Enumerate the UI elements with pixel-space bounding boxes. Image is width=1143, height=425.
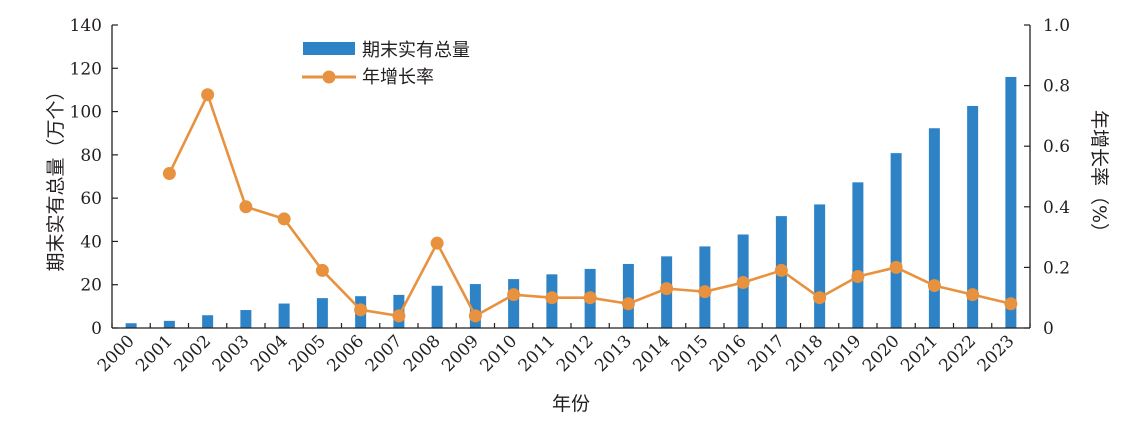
bar-2000 (125, 323, 137, 328)
x-tick-label: 2008 (400, 331, 445, 376)
x-tick-label: 2017 (744, 331, 789, 376)
left-tick-label: 60 (80, 189, 102, 209)
point-2006 (354, 303, 368, 317)
right-tick-label: 1.0 (1043, 16, 1070, 36)
right-tick-label: 0.2 (1043, 258, 1070, 278)
bar-2019 (852, 182, 864, 328)
left-tick-label: 140 (70, 16, 102, 36)
bar-2021 (928, 128, 940, 328)
point-2021 (927, 279, 941, 293)
x-tick-label: 2016 (706, 331, 751, 376)
bar-series (125, 76, 1017, 328)
point-2009 (468, 309, 482, 323)
point-2014 (660, 282, 674, 296)
point-2001 (162, 166, 176, 180)
left-tick-label: 0 (91, 319, 102, 339)
bar-2008 (431, 285, 443, 328)
x-tick-label: 2014 (629, 331, 674, 376)
left-tick-label: 120 (70, 59, 102, 79)
x-tick-label: 2005 (285, 331, 330, 376)
point-2018 (813, 291, 827, 305)
x-tick-label: 2001 (132, 331, 177, 376)
point-2003 (239, 200, 253, 214)
legend-line-label: 年增长率 (362, 67, 434, 88)
bar-2010 (508, 279, 520, 328)
x-tick-label: 2002 (170, 331, 215, 376)
bar-2022 (967, 105, 979, 328)
right-tick-label: 0.6 (1043, 137, 1070, 157)
right-tick-label: 0.4 (1043, 198, 1070, 218)
x-tick-label: 2021 (897, 331, 942, 376)
point-2019 (851, 269, 865, 283)
point-2015 (698, 285, 712, 299)
bar-2002 (202, 315, 214, 328)
x-tick-label: 2010 (476, 331, 521, 376)
right-tick-label: 0 (1043, 319, 1054, 339)
left-tick-label: 40 (80, 232, 102, 252)
point-2012 (583, 291, 597, 305)
bar-2013 (622, 263, 634, 328)
point-2013 (621, 297, 635, 311)
x-tick-label: 2009 (438, 331, 483, 376)
legend-bar-swatch (303, 42, 355, 55)
x-tick-label: 2013 (591, 331, 636, 376)
point-2007 (392, 309, 406, 323)
bar-2004 (278, 303, 290, 328)
point-2022 (966, 288, 980, 302)
point-2005 (315, 263, 329, 277)
left-tick-label: 100 (70, 103, 102, 123)
x-tick-label: 2007 (362, 331, 407, 376)
x-tick-label: 2019 (821, 331, 866, 376)
bar-2001 (163, 320, 175, 328)
x-tick-label: 2015 (668, 331, 713, 376)
point-2023 (1004, 297, 1018, 311)
x-tick-label: 2003 (209, 331, 254, 376)
bar-2009 (469, 284, 481, 328)
bar-2018 (814, 204, 826, 328)
bar-2023 (1005, 76, 1017, 328)
point-2008 (430, 236, 444, 250)
left-tick-label: 80 (80, 146, 102, 166)
x-axis-title: 年份 (552, 393, 590, 415)
x-tick-label: 2004 (247, 331, 292, 376)
right-axis-title: 年增长率（%） (1088, 110, 1110, 242)
point-2010 (507, 288, 521, 302)
legend-line-marker (322, 70, 336, 84)
bar-2005 (316, 298, 328, 328)
line-series (162, 88, 1018, 323)
point-2016 (736, 276, 750, 290)
x-tick-label: 2020 (859, 331, 904, 376)
bar-2020 (890, 153, 902, 328)
bar-2003 (240, 310, 252, 328)
right-tick-label: 0.8 (1043, 77, 1070, 97)
point-2020 (889, 260, 903, 274)
x-tick-label: 2011 (515, 331, 560, 376)
left-axis-title: 期末实有总量（万个） (45, 81, 67, 271)
point-2017 (774, 263, 788, 277)
legend-bar-label: 期末实有总量 (362, 40, 470, 61)
x-tick-label: 2018 (782, 331, 827, 376)
point-2011 (545, 291, 559, 305)
x-tick-label: 2012 (553, 331, 598, 376)
axes (111, 24, 1031, 329)
point-2002 (201, 88, 215, 102)
x-tick-label: 2023 (974, 331, 1019, 376)
point-2004 (277, 212, 291, 226)
x-tick-label: 2006 (323, 331, 368, 376)
x-tick-label: 2022 (935, 331, 980, 376)
left-tick-label: 20 (80, 276, 102, 296)
